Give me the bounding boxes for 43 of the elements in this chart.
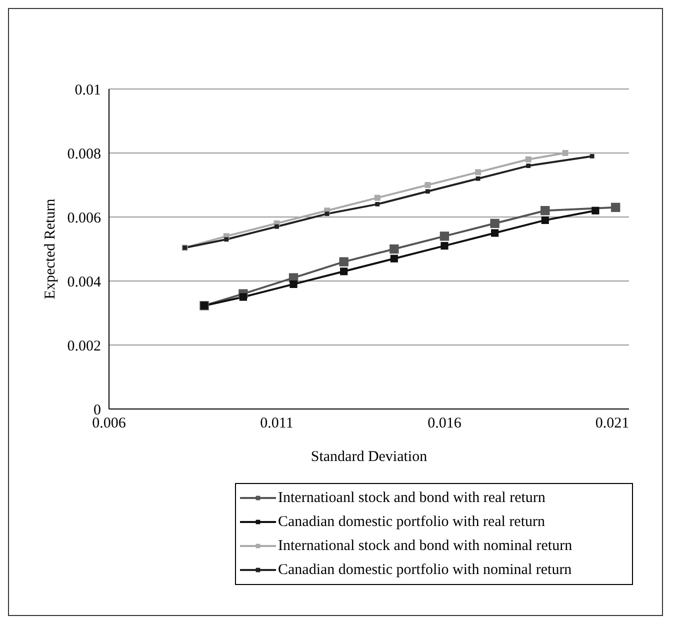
legend-label: Internatioanl stock and bond with real return [278, 490, 546, 506]
point [526, 164, 531, 168]
y-axis-title: Expected Return [42, 198, 58, 300]
x-tick-label: 0.011 [260, 416, 294, 432]
point [610, 202, 620, 212]
point [424, 182, 431, 188]
legend-label: Canadian domestic portfolio with nominal return [278, 562, 572, 578]
y-tick-label: 0.006 [67, 210, 102, 226]
y-tick-label: 0.002 [67, 338, 101, 354]
x-tick-label: 0.016 [428, 416, 462, 432]
y-tick-label: 0 [94, 402, 101, 418]
y-tick-label: 0.01 [74, 82, 101, 98]
point [491, 229, 499, 237]
x-tick-label: 0.006 [92, 416, 126, 432]
point [290, 280, 298, 288]
point [541, 216, 549, 224]
legend-label: Canadian domestic portfolio with real return [278, 514, 546, 530]
point [562, 150, 568, 156]
point [375, 202, 380, 206]
point [440, 232, 450, 241]
point [274, 224, 279, 229]
x-tick-label: 0.021 [595, 416, 630, 432]
point [340, 268, 348, 276]
point [390, 244, 399, 254]
point [390, 254, 398, 262]
point [490, 218, 500, 228]
x-axis-title: Standard Deviation [310, 449, 428, 465]
point [475, 169, 482, 176]
y-tick-label: 0.004 [67, 274, 102, 290]
point [374, 194, 380, 201]
y-tick-label: 0.008 [67, 146, 101, 162]
point [590, 154, 594, 158]
legend-label: International stock and bond with nominal return [278, 538, 572, 554]
point [224, 237, 229, 242]
point [339, 257, 348, 266]
point [592, 206, 600, 214]
point [239, 293, 247, 301]
point [525, 156, 532, 162]
point [540, 206, 550, 216]
point [324, 212, 330, 216]
point [426, 189, 430, 194]
point [476, 176, 480, 181]
point [440, 242, 448, 250]
